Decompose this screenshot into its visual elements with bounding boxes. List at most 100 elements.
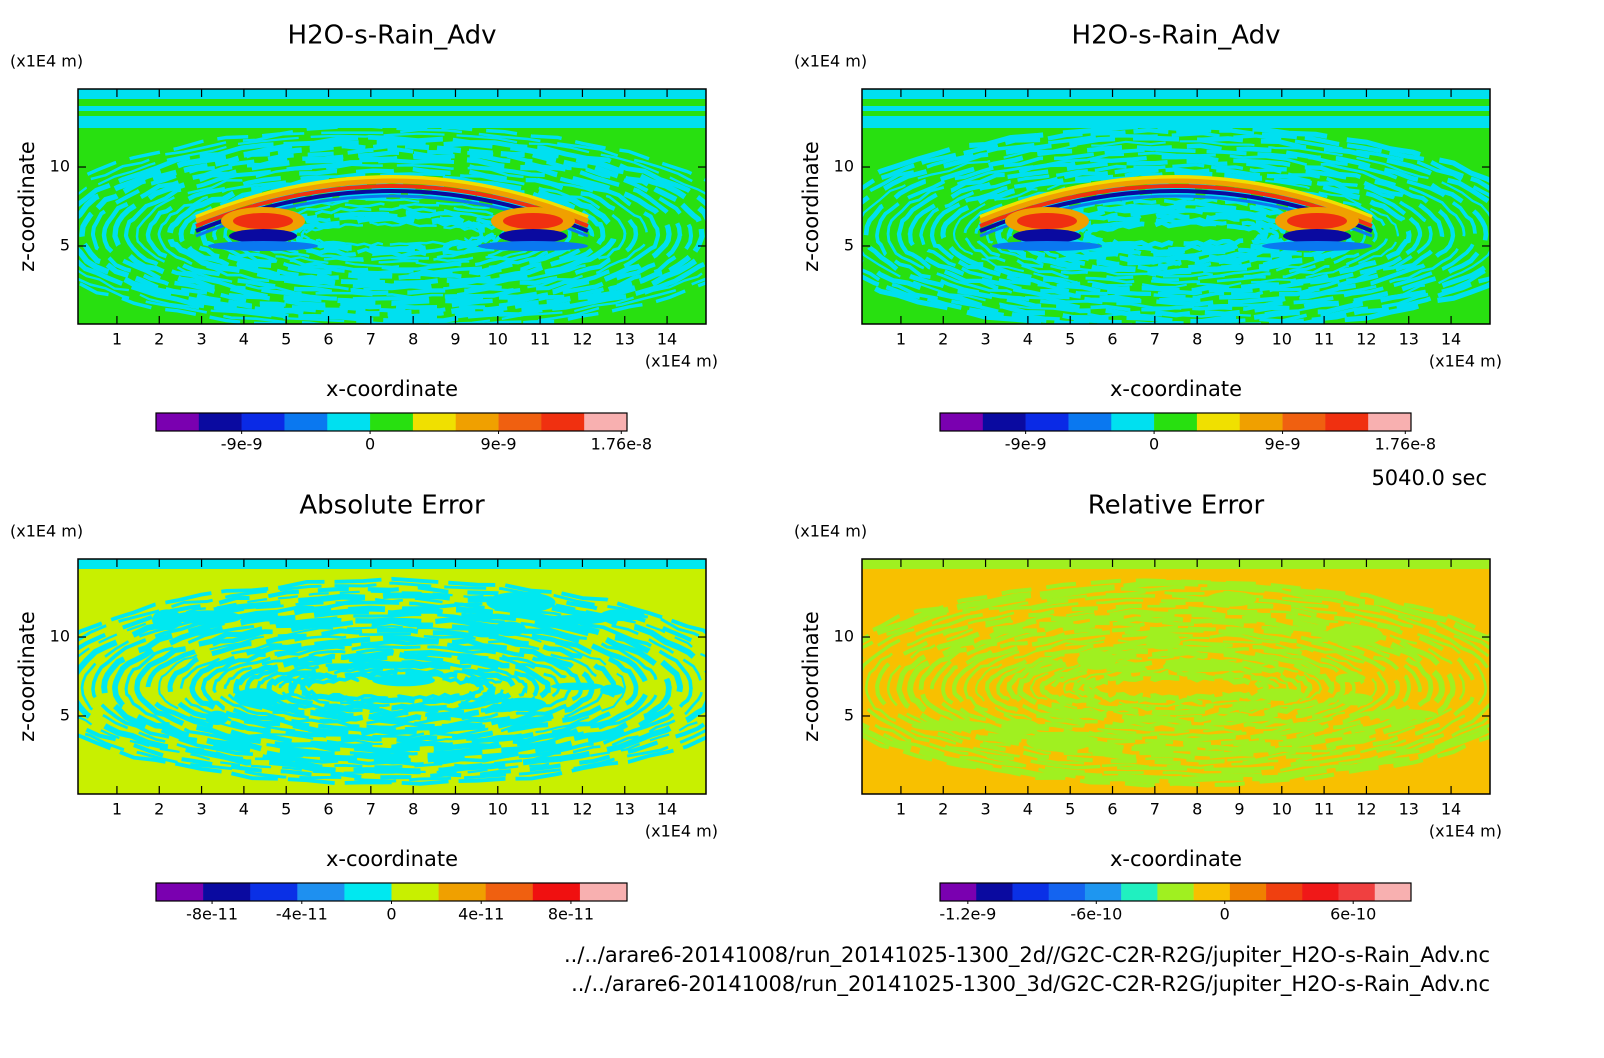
colorbar-tick-label: -9e-9	[221, 435, 263, 454]
field-pattern	[940, 170, 1412, 293]
x-tick-label: 12	[1356, 330, 1376, 349]
x-tick-label: 9	[450, 800, 460, 819]
colorbar-swatch	[241, 413, 285, 431]
colorbar-swatch	[1025, 413, 1069, 431]
field-pattern	[91, 146, 693, 313]
field-pattern	[78, 592, 706, 775]
plot-frame	[77, 558, 707, 795]
x-tick-label: 13	[1399, 330, 1419, 349]
colorbar-swatch	[250, 883, 298, 901]
field-pattern	[996, 643, 1356, 729]
x-tick-label: 13	[615, 800, 635, 819]
field-pattern	[349, 661, 435, 669]
x-tick-label: 5	[1065, 330, 1075, 349]
x-tick-label: 7	[366, 800, 376, 819]
field-pattern	[600, 684, 625, 696]
colorbar-swatch	[1282, 413, 1326, 431]
colorbar-swatch	[1121, 883, 1158, 901]
field-pattern	[1324, 624, 1383, 646]
field-pattern	[1144, 632, 1181, 650]
x-tick-label: 13	[615, 330, 635, 349]
colorbar-swatch	[1154, 413, 1198, 431]
field-pattern	[911, 720, 991, 732]
colorbar-swatch	[1266, 883, 1303, 901]
field-pattern	[995, 189, 1357, 277]
colorbar-swatch	[1374, 883, 1412, 901]
x-tick-label: 11	[530, 800, 550, 819]
colorbar-tick-label: 9e-9	[1265, 435, 1301, 454]
x-axis-label: x-coordinate	[326, 377, 458, 401]
field-pattern	[1206, 591, 1257, 607]
x-tick-label: 3	[980, 330, 990, 349]
field-pattern	[145, 166, 639, 296]
field-pattern	[862, 123, 1490, 324]
y-axis-label: z-coordinate	[799, 611, 823, 742]
y-tick-label: 10	[50, 157, 70, 176]
x-tick-label: 1	[112, 330, 122, 349]
field-pattern	[862, 585, 1490, 780]
x-tick-label: 10	[488, 330, 508, 349]
field-pattern	[963, 178, 1389, 285]
field-pattern	[78, 106, 706, 111]
y-unit: (x1E4 m)	[10, 522, 83, 541]
colorbar-swatch	[541, 413, 585, 431]
field-pattern	[992, 241, 1102, 251]
field-pattern	[145, 618, 639, 750]
field-pattern	[985, 639, 1367, 733]
x-tick-label: 1	[896, 330, 906, 349]
field-pattern	[1262, 241, 1372, 251]
y-tick-label: 10	[834, 627, 854, 646]
field-pattern	[278, 667, 506, 708]
colorbar-swatch	[976, 883, 1013, 901]
x-tick-label: 8	[408, 330, 418, 349]
x-tick-label: 10	[488, 800, 508, 819]
field-pattern	[979, 178, 1373, 224]
x-tick-label: 9	[1234, 800, 1244, 819]
field-pattern	[78, 128, 706, 324]
x-tick-label: 5	[281, 800, 291, 819]
colorbar-tick-label: -1.2e-9	[939, 905, 996, 924]
plot-frame	[861, 558, 1491, 795]
colorbar-tick-label: -6e-10	[1070, 905, 1122, 924]
field-pattern	[372, 674, 435, 687]
field-pattern	[78, 581, 706, 783]
colorbar-tick-label: -8e-11	[186, 905, 238, 924]
panel-title: Relative Error	[1088, 491, 1265, 521]
field-pattern	[1162, 659, 1242, 673]
y-tick-label: 5	[60, 705, 70, 724]
field-pattern	[1077, 650, 1117, 670]
x-tick-label: 13	[1399, 800, 1419, 819]
x-tick-label: 9	[1234, 330, 1244, 349]
field-pattern	[974, 636, 1378, 735]
file-path: ../../arare6-20141008/run_20141025-1300_…	[564, 943, 1490, 968]
field-pattern	[468, 625, 502, 638]
x-unit: (x1E4 m)	[1429, 822, 1502, 841]
y-axis-label: z-coordinate	[15, 611, 39, 742]
colorbar-swatch	[1012, 883, 1049, 901]
field-pattern	[862, 127, 1490, 324]
field-pattern	[123, 158, 661, 302]
field-pattern	[1083, 219, 1269, 249]
colorbar-swatch	[156, 883, 204, 901]
field-pattern	[195, 178, 589, 224]
field-pattern	[256, 658, 528, 715]
field-pattern	[862, 594, 1490, 772]
x-tick-label: 7	[1150, 330, 1160, 349]
field-pattern	[1289, 721, 1323, 733]
y-axis-label: z-coordinate	[799, 141, 823, 272]
x-tick-label: 11	[1314, 800, 1334, 819]
x-tick-label: 11	[530, 330, 550, 349]
field-pattern	[503, 213, 563, 229]
colorbar-frame	[939, 882, 1412, 902]
x-tick-label: 8	[408, 800, 418, 819]
field-pattern	[486, 591, 556, 614]
x-tick-label: 8	[1192, 800, 1202, 819]
x-tick-label: 14	[657, 330, 677, 349]
colorbar-swatch	[1048, 883, 1086, 901]
colorbar-swatch	[579, 883, 628, 901]
colorbar-swatch	[940, 413, 984, 431]
panel-title: Absolute Error	[299, 491, 485, 521]
colorbar-swatch	[1068, 413, 1112, 431]
